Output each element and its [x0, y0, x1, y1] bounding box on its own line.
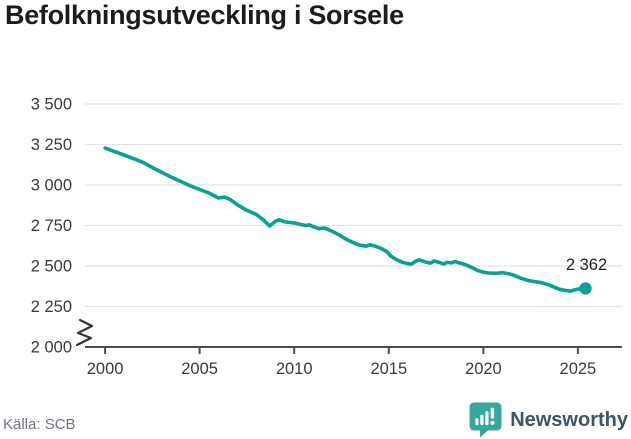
x-tick-label: 2025 [560, 360, 597, 378]
chart-title: Befolkningsutveckling i Sorsele [5, 0, 404, 30]
end-point-dot [579, 282, 592, 295]
axis-break-icon [75, 318, 94, 347]
newsworthy-wordmark: Newsworthy [510, 408, 628, 431]
y-tick-label: 3 000 [31, 177, 72, 195]
x-tick-label: 2000 [87, 360, 124, 378]
y-tick-label: 3 500 [31, 96, 72, 114]
x-tick-label: 2005 [181, 360, 218, 378]
source-note: Källa: SCB [3, 416, 76, 433]
y-tick-label: 3 250 [31, 136, 72, 154]
newsworthy-logo-icon [469, 402, 502, 438]
x-tick-label: 2020 [465, 360, 502, 378]
exclamation-bar-icon [490, 407, 495, 419]
x-tick-label: 2010 [276, 360, 313, 378]
bar-medium-icon [480, 414, 484, 426]
x-tick-label: 2015 [370, 360, 407, 378]
exclamation-dot-icon [490, 420, 495, 425]
end-value-label: 2 362 [566, 256, 607, 274]
bar-small-icon [475, 418, 479, 426]
y-tick-label: 2 500 [31, 258, 72, 276]
bar-large-icon [485, 411, 489, 426]
y-tick-label: 2 000 [31, 339, 72, 357]
population-line [103, 146, 588, 293]
y-tick-label: 2 750 [31, 217, 72, 235]
newsworthy-logo[interactable]: Newsworthy [469, 402, 628, 438]
y-tick-label: 2 250 [31, 298, 72, 316]
